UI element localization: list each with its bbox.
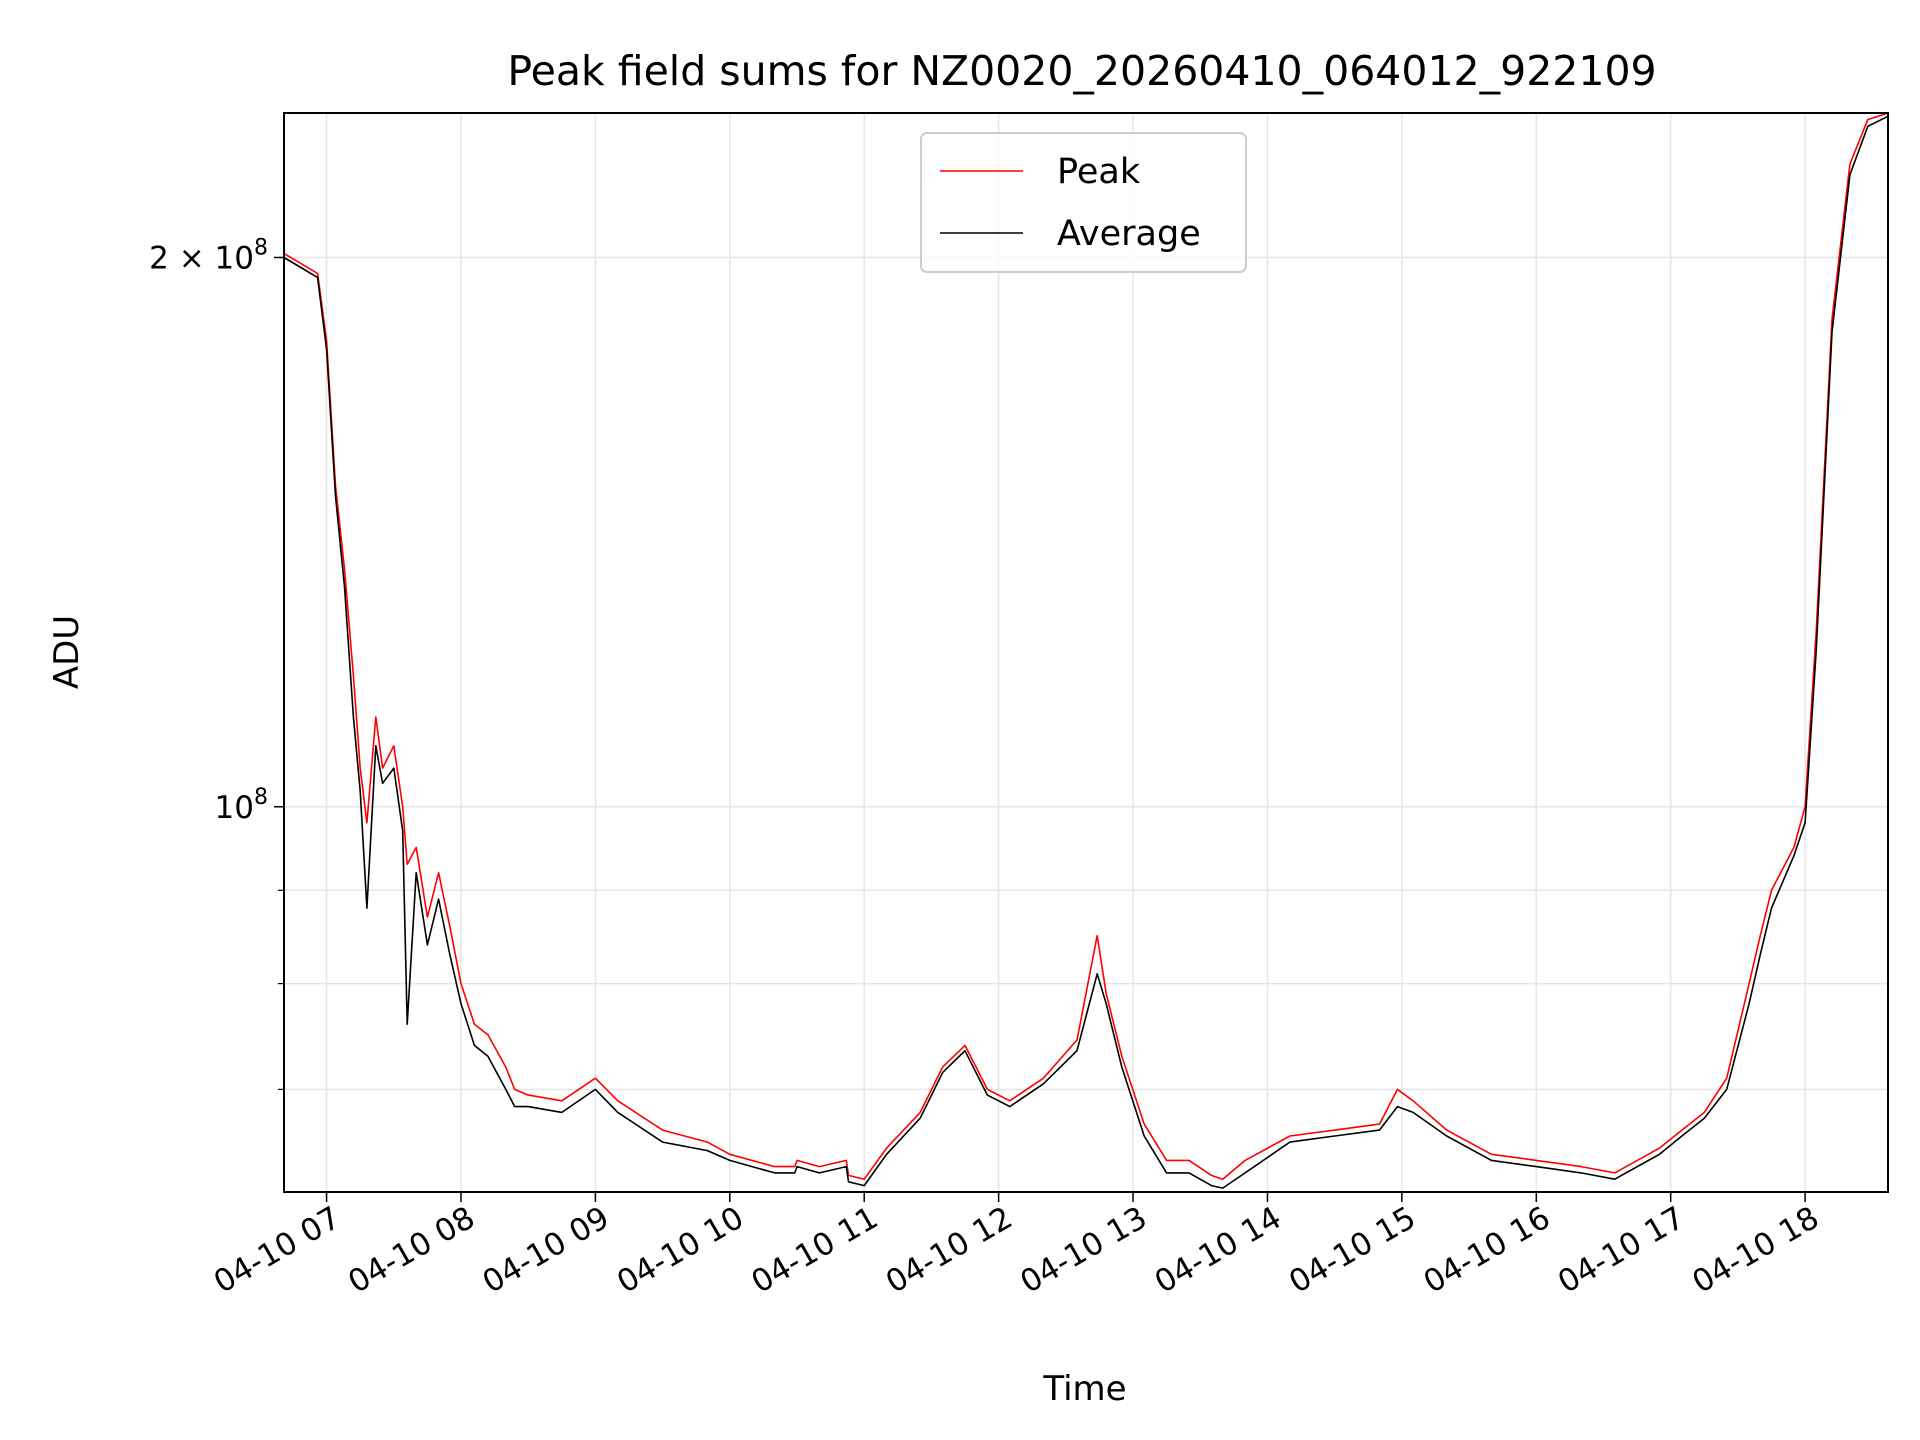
y-axis: 2 × 108 108 <box>149 235 284 1091</box>
legend: Peak Average <box>920 132 1247 273</box>
y-axis-label: ADU <box>47 615 87 689</box>
legend-label-peak: Peak <box>1057 152 1141 192</box>
series-line-peak <box>283 112 1889 1180</box>
y-tick-label: 108 <box>215 785 268 826</box>
chart-title: Peak field sums for NZ0020_20260410_0640… <box>507 47 1656 95</box>
grid <box>284 113 1888 1192</box>
legend-label-average: Average <box>1057 214 1201 254</box>
plot-frame <box>283 112 1889 1193</box>
legend-box <box>920 132 1247 273</box>
y-tick-label: 2 × 108 <box>149 235 268 276</box>
x-axis-label: Time <box>1042 1369 1126 1409</box>
series-line-average <box>283 115 1889 1189</box>
series-layer <box>283 112 1889 1189</box>
